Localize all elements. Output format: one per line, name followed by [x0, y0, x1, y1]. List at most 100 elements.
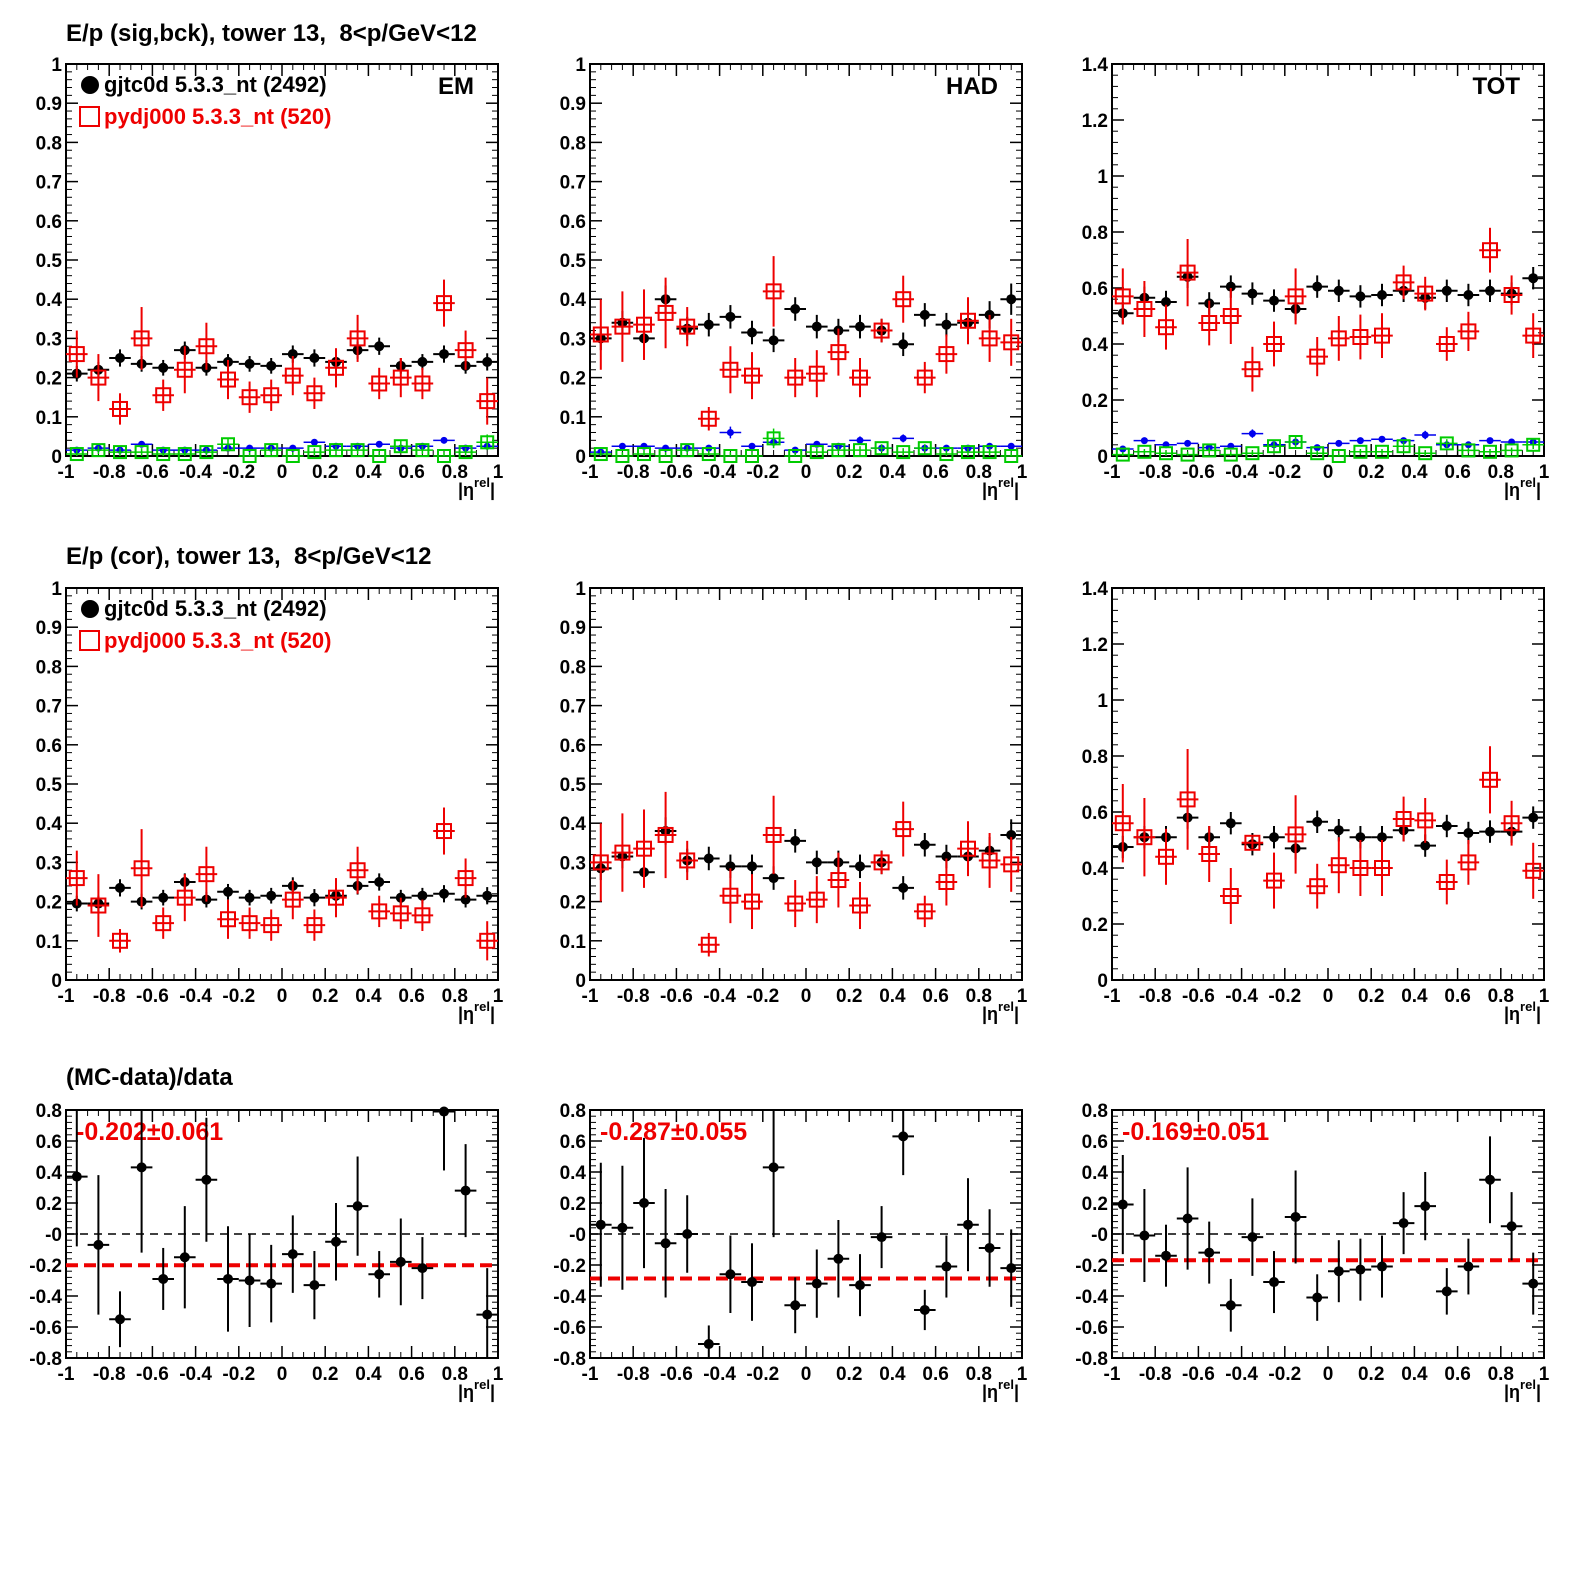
data-point	[1333, 285, 1344, 296]
data-point	[1247, 1232, 1258, 1243]
x-tick-label: -0.2	[222, 986, 255, 1007]
bkg-data-point	[618, 442, 626, 450]
x-axis-label-bar: |	[1014, 480, 1019, 500]
data-point	[1312, 1292, 1323, 1303]
x-tick-label: -0.8	[1139, 462, 1172, 483]
y-tick-label: 0.9	[560, 618, 586, 639]
x-tick-label: -0.6	[660, 462, 693, 483]
legend-label-data: gjtc0d 5.3.3_nt (2492)	[104, 72, 327, 97]
y-tick-label: 0.9	[560, 94, 586, 115]
data-point	[617, 1222, 628, 1233]
mc-point	[830, 344, 847, 361]
bkg-data-point	[375, 440, 383, 448]
x-axis-label-bar: |	[1014, 1382, 1019, 1402]
x-tick-label: 0	[801, 462, 812, 483]
data-point	[309, 1280, 320, 1291]
x-tick-label: 0.6	[1444, 462, 1470, 483]
mc-point	[371, 375, 388, 392]
x-tick-label: 0.2	[836, 1364, 862, 1385]
bkg-data-point	[1378, 435, 1386, 443]
x-tick-label: -1	[582, 986, 599, 1007]
x-tick-label: -0.4	[179, 462, 212, 483]
y-tick-label: 0.8	[1082, 223, 1108, 244]
bkg-mc-point	[1159, 446, 1173, 461]
x-tick-label: 1	[1017, 1364, 1028, 1385]
legend: gjtc0d 5.3.3_nt (2492) pydj000 5.3.3_nt (…	[79, 72, 331, 129]
mc-point	[873, 322, 890, 339]
bkg-mc-point	[637, 447, 651, 462]
x-tick-label: 0.4	[355, 1364, 382, 1385]
mc-point	[133, 330, 150, 347]
data-point	[1441, 821, 1452, 831]
bkg-mc-point	[1223, 447, 1238, 462]
mc-point	[808, 365, 825, 382]
data-point	[1290, 1211, 1301, 1222]
data-point	[703, 1339, 714, 1350]
y-tick-label: 0.4	[36, 1163, 63, 1184]
mc-point	[1330, 857, 1347, 874]
data-point	[876, 1232, 887, 1243]
x-axis-label-sup: rel	[474, 1377, 490, 1392]
y-tick-label: 0.4	[1082, 335, 1109, 356]
legend-marker-data	[81, 76, 99, 94]
x-axis-label-bar: |	[1536, 1004, 1541, 1024]
mc-point	[1525, 862, 1542, 879]
bkg-mc-point	[658, 449, 673, 463]
data-point	[1161, 297, 1171, 307]
data-point	[725, 861, 736, 872]
data-point	[287, 1249, 298, 1260]
data-point	[1377, 832, 1387, 843]
x-tick-label: -0.4	[703, 462, 736, 483]
bkg-mc-point	[1331, 449, 1346, 463]
mc-point	[1374, 327, 1390, 344]
series-data	[1112, 1136, 1544, 1332]
x-tick-label: 0.6	[398, 462, 424, 483]
data-point	[1485, 285, 1495, 296]
mc-point	[1136, 301, 1153, 317]
series-mc	[590, 256, 1022, 431]
x-tick-label: 0.2	[1358, 986, 1384, 1007]
bkg-mc-point	[831, 443, 846, 458]
bkg-mc-point	[1526, 437, 1541, 452]
x-axis-label-sup: rel	[998, 999, 1014, 1014]
y-tick-label: 0.8	[36, 657, 62, 678]
y-tick-label: 0.2	[36, 369, 62, 390]
mc-point	[1525, 327, 1542, 344]
bkg-mc-point	[156, 447, 171, 462]
data-point	[482, 356, 493, 367]
panel-1: -1 -0.8 -0.6 -0.4 -0.2 0 0.2 0.4 0.6 0.8 1 0 0.1 0.2 0…	[36, 55, 504, 500]
y-tick-label: 0	[575, 447, 586, 468]
bkg-mc-point	[593, 447, 608, 462]
x-tick-label: -0.8	[93, 1364, 126, 1385]
mc-point	[679, 852, 696, 869]
y-tick-label: 0.4	[1082, 859, 1109, 880]
bkg-mc-point	[874, 441, 889, 456]
data-point	[768, 335, 779, 346]
y-tick-label: 0.1	[36, 408, 63, 429]
data-point	[266, 890, 277, 901]
x-tick-label: 1	[1539, 462, 1550, 483]
plot-frame	[1111, 587, 1545, 981]
y-tick-label: 0.8	[560, 657, 586, 678]
mc-point	[895, 821, 912, 838]
data-point	[790, 1300, 801, 1311]
mc-point	[592, 326, 609, 343]
data-point	[266, 360, 277, 371]
series-data	[1112, 806, 1544, 860]
data-point	[855, 321, 865, 332]
mc-point	[176, 889, 193, 906]
mc-point	[830, 872, 847, 889]
y-tick-label: 0	[575, 971, 586, 992]
x-tick-label: -0.2	[1268, 1364, 1301, 1385]
data-point	[1506, 1221, 1517, 1232]
data-point	[1006, 829, 1017, 840]
mc-point	[744, 893, 760, 910]
legend-label-data: gjtc0d 5.3.3_nt (2492)	[104, 596, 327, 621]
data-point	[1377, 290, 1387, 300]
data-point	[201, 1174, 212, 1185]
bkg-mc-point	[1483, 444, 1497, 459]
data-point	[1355, 291, 1366, 302]
bkg-mc-point	[745, 449, 759, 463]
mc-point	[1438, 336, 1455, 352]
y-tick-label: 0	[51, 971, 62, 992]
